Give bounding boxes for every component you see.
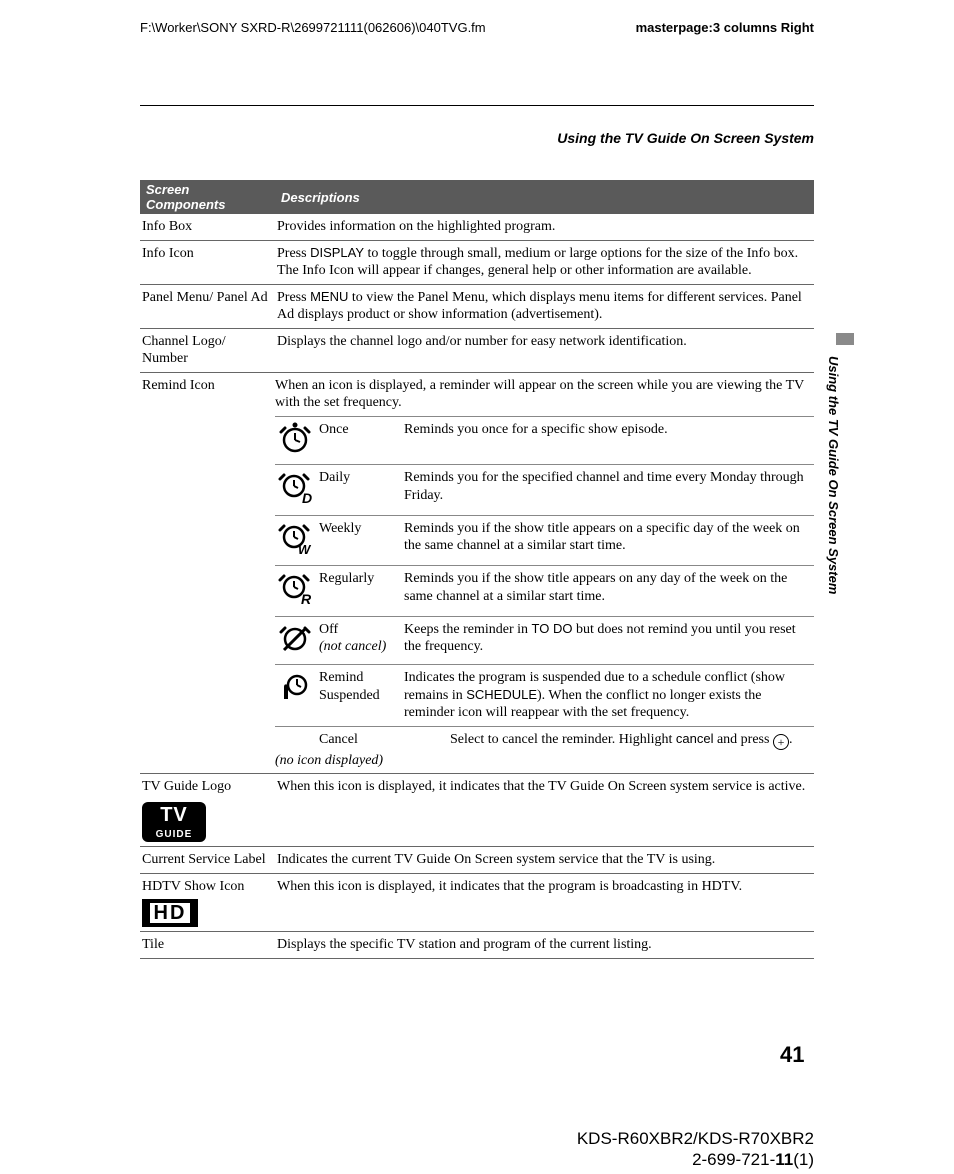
freq-desc: Select to cancel the reminder. Highlight… <box>450 727 814 752</box>
comp-cell: Channel Logo/ Number <box>140 328 275 372</box>
clock-weekly-icon: W <box>277 520 313 556</box>
docnum-suffix: (1) <box>793 1150 814 1169</box>
comp-cell: Info Icon <box>140 240 275 284</box>
freq-label: Daily <box>319 465 404 516</box>
text: Press <box>277 246 310 261</box>
sub-label: (no icon displayed) <box>319 752 814 774</box>
button-label-schedule: SCHEDULE <box>466 687 537 702</box>
text: Off <box>319 622 338 637</box>
desc-cell: Press DISPLAY to toggle through small, m… <box>275 240 814 284</box>
top-header: F:\Worker\SONY SXRD-R\2699721111(062606)… <box>140 20 814 35</box>
masterpage-label: masterpage:3 columns Right <box>636 20 814 35</box>
sub-label: (not cancel) <box>319 639 386 654</box>
desc-cell: Displays the channel logo and/or number … <box>275 328 814 372</box>
side-section-label: Using the TV Guide On Screen System <box>826 356 841 594</box>
freq-label: Remind Suspended <box>319 665 404 727</box>
remind-frequency-table: Once Reminds you once for a specific sho… <box>275 417 814 774</box>
desc-cell: Indicates the current TV Guide On Screen… <box>275 847 814 874</box>
plus-circle-icon: + <box>773 734 789 750</box>
button-label-cancel: cancel <box>676 731 714 746</box>
comp-label: HDTV Show Icon <box>142 879 244 894</box>
desc-cell: Displays the specific TV station and pro… <box>275 932 814 959</box>
button-label-todo: TO DO <box>532 621 573 636</box>
desc-cell: When an icon is displayed, a reminder wi… <box>275 372 814 774</box>
hd-icon: HD <box>142 899 198 927</box>
desc-cell: Provides information on the highlighted … <box>275 214 814 240</box>
comp-label: TV Guide Logo <box>142 779 231 794</box>
table-row: HDTV Show Icon HD When this icon is disp… <box>140 873 814 932</box>
table-row: Current Service Label Indicates the curr… <box>140 847 814 874</box>
text: and press <box>713 732 773 747</box>
freq-row-weekly: W Weekly Reminds you if the show title a… <box>275 515 814 566</box>
freq-desc: Reminds you once for a specific show epi… <box>404 417 814 465</box>
page-number: 41 <box>780 1042 804 1068</box>
freq-row-once: Once Reminds you once for a specific sho… <box>275 417 814 465</box>
section-title: Using the TV Guide On Screen System <box>140 130 814 146</box>
table-row: TV Guide Logo TVGUIDE When this icon is … <box>140 774 814 847</box>
svg-text:R: R <box>301 591 312 606</box>
table-row: Remind Icon When an icon is displayed, a… <box>140 372 814 774</box>
model-line: KDS-R60XBR2/KDS-R70XBR2 <box>577 1129 814 1148</box>
freq-desc: Reminds you if the show title appears on… <box>404 566 814 617</box>
svg-text:D: D <box>302 490 312 505</box>
text: Press <box>277 290 310 305</box>
freq-desc: Reminds you if the show title appears on… <box>404 515 814 566</box>
clock-suspended-icon <box>278 669 312 703</box>
comp-cell: HDTV Show Icon HD <box>140 873 275 932</box>
clock-regularly-icon: R <box>277 570 313 606</box>
freq-row-off: Off (not cancel) Keeps the reminder in T… <box>275 616 814 665</box>
horizontal-rule <box>140 105 814 106</box>
freq-label: Off (not cancel) <box>319 616 404 665</box>
table-row: Info Icon Press DISPLAY to toggle throug… <box>140 240 814 284</box>
freq-row-regularly: R Regularly Reminds you if the show titl… <box>275 566 814 617</box>
table-row: Panel Menu/ Panel Ad Press MENU to view … <box>140 284 814 328</box>
components-table: Screen Components Descriptions Info Box … <box>140 180 814 959</box>
comp-cell: Info Box <box>140 214 275 240</box>
freq-row-suspended: Remind Suspended Indicates the program i… <box>275 665 814 727</box>
desc-cell: Press MENU to view the Panel Menu, which… <box>275 284 814 328</box>
table-row: Channel Logo/ Number Displays the channe… <box>140 328 814 372</box>
clock-once-icon <box>278 421 312 455</box>
file-path: F:\Worker\SONY SXRD-R\2699721111(062606)… <box>140 20 486 35</box>
freq-row-daily: D Daily Reminds you for the specified ch… <box>275 465 814 516</box>
text: to view the Panel Menu, which displays m… <box>277 290 802 323</box>
col-header-descriptions: Descriptions <box>275 180 814 214</box>
freq-row-cancel: Cancel Select to cancel the reminder. Hi… <box>275 726 814 773</box>
desc-cell: When this icon is displayed, it indicate… <box>275 873 814 932</box>
comp-cell: Remind Icon <box>140 372 275 774</box>
comp-cell: TV Guide Logo TVGUIDE <box>140 774 275 847</box>
comp-cell: Panel Menu/ Panel Ad <box>140 284 275 328</box>
svg-text:W: W <box>298 542 312 556</box>
text: . <box>789 732 793 747</box>
side-tab <box>836 333 854 345</box>
clock-off-icon <box>278 621 312 655</box>
freq-label: Cancel <box>319 727 450 752</box>
remind-intro: When an icon is displayed, a reminder wi… <box>275 373 814 417</box>
docnum-bold: 11 <box>775 1150 793 1169</box>
button-label-menu: MENU <box>310 289 348 304</box>
freq-desc: Keeps the reminder in TO DO but does not… <box>404 616 814 665</box>
col-header-components: Screen Components <box>140 180 275 214</box>
freq-desc: Indicates the program is suspended due t… <box>404 665 814 727</box>
tv-guide-logo-icon: TVGUIDE <box>142 802 206 842</box>
comp-cell: Tile <box>140 932 275 959</box>
page-content: F:\Worker\SONY SXRD-R\2699721111(062606)… <box>140 20 814 959</box>
table-row: Info Box Provides information on the hig… <box>140 214 814 240</box>
freq-label: Regularly <box>319 566 404 617</box>
table-row: Tile Displays the specific TV station an… <box>140 932 814 959</box>
footer: KDS-R60XBR2/KDS-R70XBR2 2-699-721-11(1) <box>0 1128 814 1171</box>
freq-label: Once <box>319 417 404 465</box>
freq-label: Weekly <box>319 515 404 566</box>
text: Keeps the reminder in <box>404 622 532 637</box>
desc-cell: When this icon is displayed, it indicate… <box>275 774 814 847</box>
button-label-display: DISPLAY <box>310 245 364 260</box>
comp-cell: Current Service Label <box>140 847 275 874</box>
docnum-prefix: 2-699-721- <box>692 1150 775 1169</box>
clock-daily-icon: D <box>277 469 313 505</box>
text: Select to cancel the reminder. Highlight <box>450 732 676 747</box>
freq-desc: Reminds you for the specified channel an… <box>404 465 814 516</box>
